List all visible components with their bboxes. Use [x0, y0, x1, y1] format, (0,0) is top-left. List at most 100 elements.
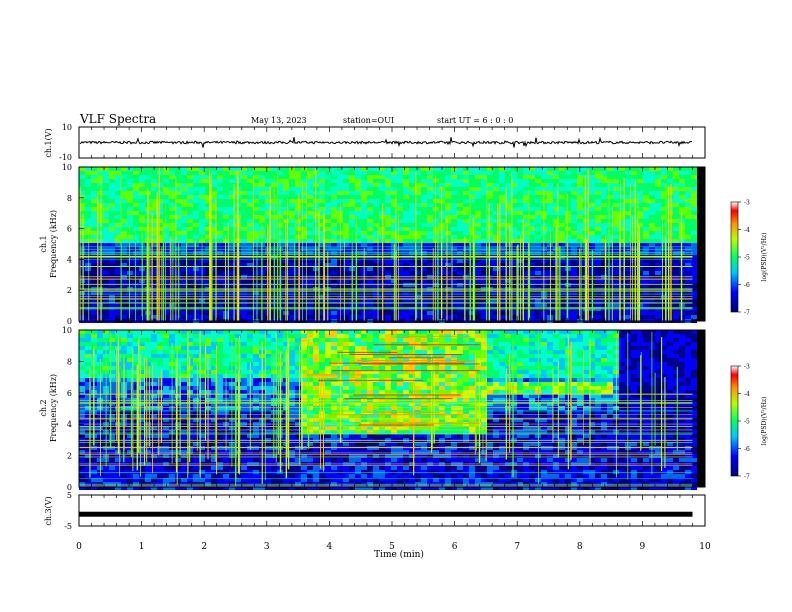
- spectrogram-cell: [649, 247, 655, 251]
- spectrogram-cell: [625, 215, 631, 219]
- spectrogram-cell: [349, 227, 355, 231]
- spectrogram-cell: [451, 303, 457, 307]
- spectrogram-cell: [499, 295, 505, 299]
- spectrogram-cell: [79, 275, 85, 279]
- spectrogram-cell: [85, 474, 91, 478]
- spectrogram-cell: [337, 267, 343, 271]
- spectrogram-cell: [79, 175, 85, 179]
- spectrogram-cell: [601, 279, 607, 283]
- spectrogram-cell: [157, 338, 163, 342]
- spectrogram-cell: [265, 191, 271, 195]
- spectrogram-cell: [661, 187, 667, 191]
- spectrogram-cell: [685, 187, 691, 191]
- spectrogram-cell: [511, 283, 517, 287]
- spectrogram-cell: [469, 303, 475, 307]
- spectrogram-cell: [163, 414, 169, 418]
- spectrogram-cell: [475, 195, 481, 199]
- spectrogram-cell: [445, 303, 451, 307]
- spectrogram-cell: [649, 251, 655, 255]
- spectrogram-cell: [481, 259, 487, 263]
- spectrogram-cell: [181, 199, 187, 203]
- spectrogram-cell: [511, 243, 517, 247]
- spectrogram-cell: [643, 203, 649, 207]
- spectrogram-cell: [181, 418, 187, 422]
- spectrogram-cell: [451, 223, 457, 227]
- spectrogram-cell: [451, 311, 457, 315]
- spectrogram-cell: [577, 223, 583, 227]
- spectrogram-cell: [523, 207, 529, 211]
- spectrogram-cell: [607, 315, 613, 319]
- spectrogram-cell: [79, 187, 85, 191]
- spectrogram-cell: [127, 486, 133, 490]
- spectrogram-cell: [127, 406, 133, 410]
- spectrogram-cell: [409, 231, 415, 235]
- spectrogram-cell: [217, 311, 223, 315]
- spectrogram-cell: [511, 191, 517, 195]
- spectrogram-cell: [181, 267, 187, 271]
- spectrogram-cell: [631, 295, 637, 299]
- spectrogram-cell: [367, 227, 373, 231]
- spectrogram-cell: [85, 398, 91, 402]
- spectrogram-cell: [433, 223, 439, 227]
- spectrogram-cell: [571, 219, 577, 223]
- spectrogram-cell: [463, 167, 469, 171]
- spectrogram-cell: [661, 167, 667, 171]
- spectrogram-cell: [421, 203, 427, 207]
- spectrogram-cell: [427, 235, 433, 239]
- spectrogram-cell: [661, 303, 667, 307]
- spectrogram-cell: [91, 171, 97, 175]
- spectrogram-cell: [373, 207, 379, 211]
- spectrogram-cell: [397, 167, 403, 171]
- spectrogram-cell: [145, 350, 151, 354]
- spectrogram-cell: [349, 191, 355, 195]
- spectrogram-cell: [463, 271, 469, 275]
- spectrogram-cell: [157, 454, 163, 458]
- spectrogram-cell: [331, 239, 337, 243]
- spectrogram-cell: [115, 219, 121, 223]
- spectrogram-cell: [217, 175, 223, 179]
- spectrogram-cell: [613, 175, 619, 179]
- spectrogram-cell: [331, 231, 337, 235]
- spectrogram-cell: [217, 283, 223, 287]
- spectrogram-cell: [187, 195, 193, 199]
- spectrogram-cell: [127, 279, 133, 283]
- spectrogram-cell: [121, 474, 127, 478]
- spectrogram-cell: [373, 175, 379, 179]
- spectrogram-cell: [625, 191, 631, 195]
- spectrogram-cell: [181, 354, 187, 358]
- spectrogram-cell: [619, 315, 625, 319]
- spectrogram-cell: [121, 167, 127, 171]
- spectrogram-cell: [85, 191, 91, 195]
- spectrogram-cell: [79, 414, 85, 418]
- spectrogram-cell: [85, 311, 91, 315]
- spectrogram-cell: [595, 279, 601, 283]
- spectrogram-cell: [289, 175, 295, 179]
- spectrogram-cell: [595, 219, 601, 223]
- spectrogram-cell: [169, 279, 175, 283]
- spectrogram-cell: [187, 311, 193, 315]
- spectrogram-cell: [181, 283, 187, 287]
- spectrogram-cell: [691, 179, 697, 183]
- spectrogram-cell: [217, 227, 223, 231]
- spectrogram-cell: [139, 390, 145, 394]
- spectrogram-cell: [415, 267, 421, 271]
- spectrogram-cell: [379, 239, 385, 243]
- spectrogram-cell: [133, 390, 139, 394]
- spectrogram-cell: [511, 291, 517, 295]
- spectrogram-cell: [79, 195, 85, 199]
- spectrogram-cell: [211, 183, 217, 187]
- spectrogram-cell: [409, 283, 415, 287]
- spectrogram-cell: [355, 211, 361, 215]
- spectrogram-cell: [109, 382, 115, 386]
- spectrogram-cell: [211, 203, 217, 207]
- spectrogram-cell: [535, 231, 541, 235]
- spectrogram-cell: [385, 175, 391, 179]
- spectrogram-cell: [157, 283, 163, 287]
- spectrogram-cell: [673, 195, 679, 199]
- spectrogram-cell: [667, 295, 673, 299]
- spectrogram-cell: [211, 235, 217, 239]
- spectrogram-cell: [463, 199, 469, 203]
- spectrogram-cell: [463, 315, 469, 319]
- spectrogram-cell: [397, 299, 403, 303]
- spectrogram-cell: [667, 187, 673, 191]
